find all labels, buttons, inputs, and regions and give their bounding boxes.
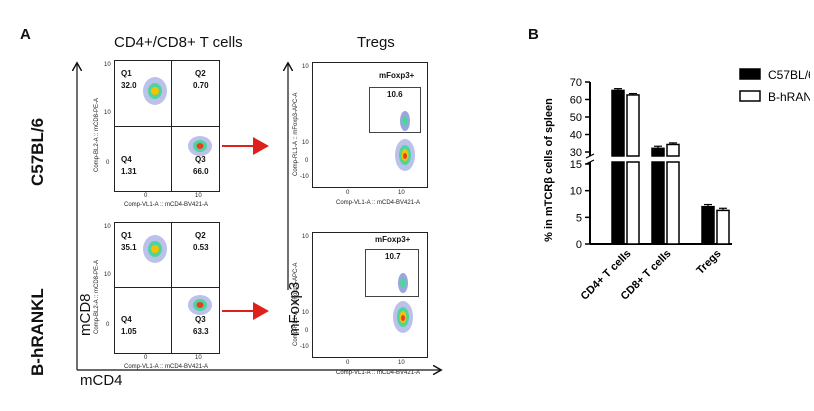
qp1-tick-y6: 10 xyxy=(104,62,111,68)
qp2-tick-y6: 10 xyxy=(104,224,111,230)
q4-value: 1.31 xyxy=(121,167,137,176)
bar-b-hrankl-0-lower xyxy=(626,161,640,245)
y-tick-label: 30 xyxy=(570,147,582,159)
q2-label: Q2 xyxy=(195,69,206,78)
qp1-tick-x0: 0 xyxy=(144,193,148,199)
q2-value: 0.53 xyxy=(193,243,209,252)
treg-plot-2: mFoxp3+ 10.7 xyxy=(312,232,428,358)
treg-plot-1-scatter xyxy=(395,111,415,171)
y-tick-label: 60 xyxy=(570,95,582,107)
qp2-tick-x4: 10 xyxy=(195,355,202,361)
tp1-tick-x0: 0 xyxy=(346,190,350,196)
quad-plot-2: Q1 35.1 Q2 0.53 Q4 1.05 Q3 63.3 xyxy=(114,222,220,354)
treg-plot-2-ylabel: Comp-RL1-A :: mFoxp3-APC-A xyxy=(293,262,299,346)
cd4-population xyxy=(188,136,212,156)
quad-plot-1-ylabel: Comp-BL2-A :: mCD8-PE-A xyxy=(94,97,100,172)
qp1-tick-y0: 0 xyxy=(106,160,110,166)
tp1-tick-x4: 10 xyxy=(398,190,405,196)
tp1-tick-y6: 10 xyxy=(302,64,309,70)
quad-plot-2-ylabel: Comp-BL2-A :: mCD8-PE-A xyxy=(94,259,100,334)
q1-label: Q1 xyxy=(121,69,132,78)
bar-c57bl-6-2 xyxy=(701,205,715,245)
treg-plot-1: mFoxp3+ 10.6 xyxy=(312,62,428,188)
q3-value: 63.3 xyxy=(193,327,209,336)
y-axis-label: % in mTCRβ cells of spleen xyxy=(543,98,555,242)
bar-c57bl-6-0-lower xyxy=(611,161,625,245)
quad-plot-2-scatter xyxy=(143,235,212,315)
tp1-tick-y3: 10 xyxy=(302,140,309,146)
treg-plot-2-scatter xyxy=(393,273,413,333)
treg-gate xyxy=(369,87,421,133)
q3-label: Q3 xyxy=(195,315,206,324)
x-axis-mcd4: mCD4 xyxy=(80,372,123,389)
y-tick-label: 5 xyxy=(576,212,582,224)
qp1-tick-x4: 10 xyxy=(195,193,202,199)
q1-value: 35.1 xyxy=(121,243,137,252)
quad-plot-2-xlabel: Comp-VL1-A :: mCD4-BV421-A xyxy=(124,364,209,370)
bar-c57bl-6-1 xyxy=(651,147,665,157)
tp2-tick-y6: 10 xyxy=(302,234,309,240)
panel-a-letter: A xyxy=(20,26,31,43)
q3-label: Q3 xyxy=(195,155,206,164)
cd8-population xyxy=(143,77,167,105)
q3-value: 66.0 xyxy=(193,167,209,176)
qp2-tick-y0: 0 xyxy=(106,322,110,328)
y-tick-label: 40 xyxy=(570,130,582,142)
panel-b-letter: B xyxy=(528,26,539,43)
q2-label: Q2 xyxy=(195,231,206,240)
legend-swatch xyxy=(739,68,761,80)
y-tick-label: 50 xyxy=(570,112,582,124)
qp2-tick-y4: 10 xyxy=(104,272,111,278)
qp2-tick-x0: 0 xyxy=(144,355,148,361)
q4-value: 1.05 xyxy=(121,327,137,336)
q2-value: 0.70 xyxy=(193,81,209,90)
cd4-population xyxy=(188,295,212,315)
tp2-tick-y0: 0 xyxy=(305,328,309,334)
y-tick-label: 0 xyxy=(576,239,582,251)
y-tick-label: 10 xyxy=(570,186,582,198)
bar-c57bl-6-1-lower xyxy=(651,161,665,245)
treg-plot-1-xlabel: Comp-VL1-A :: mCD4-BV421-A xyxy=(336,200,421,206)
y-tick-label: 70 xyxy=(570,77,582,89)
tp2-tick-yneg: -10 xyxy=(300,344,309,350)
x-tick-label: Tregs xyxy=(694,248,723,277)
tp2-tick-x4: 10 xyxy=(398,360,405,366)
y-axis-mcd8: mCD8 xyxy=(77,293,94,336)
bar-b-hrankl-1 xyxy=(666,143,680,157)
q4-label: Q4 xyxy=(121,315,132,324)
quad-plot-1: Q1 32.0 Q2 0.70 Q4 1.31 Q3 66.0 xyxy=(114,60,220,192)
bar-c57bl-6-0 xyxy=(611,89,625,157)
axis-break-mark xyxy=(585,153,595,159)
bar-b-hrankl-0 xyxy=(626,94,640,157)
big-axes xyxy=(0,0,540,411)
tp2-tick-x0: 0 xyxy=(346,360,350,366)
quad-plot-1-scatter xyxy=(143,77,212,156)
treg-gate-label: mFoxp3+ xyxy=(379,71,415,80)
q4-label: Q4 xyxy=(121,155,132,164)
treg-gate xyxy=(365,249,419,297)
treg-gate-label: mFoxp3+ xyxy=(375,235,411,244)
bar-b-hrankl-1-lower xyxy=(666,161,680,245)
cd8-population xyxy=(143,235,167,263)
treg-plot-2-xlabel: Comp-VL1-A :: mCD4-BV421-A xyxy=(336,370,421,376)
legend-swatch xyxy=(739,90,761,102)
tp1-tick-y0: 0 xyxy=(305,158,309,164)
col2-header: Tregs xyxy=(357,34,395,51)
tp2-tick-y3: 10 xyxy=(302,310,309,316)
bar-b-hrankl-2 xyxy=(716,209,730,245)
bar-chart: 30 40 50 60 70 0 5 10 15 % in mTCRβ cells of sple… xyxy=(543,68,810,303)
quad-plot-1-xlabel: Comp-VL1-A :: mCD4-BV421-A xyxy=(124,202,209,208)
legend-label: C57BL/6 xyxy=(768,68,810,82)
treg-plot-1-ylabel: Comp-RL1-A :: mFoxp3-APC-A xyxy=(293,92,299,176)
col1-header: CD4+/CD8+ T cells xyxy=(114,34,243,51)
qp1-tick-y4: 10 xyxy=(104,110,111,116)
q1-label: Q1 xyxy=(121,231,132,240)
tp1-tick-yneg: -10 xyxy=(300,174,309,180)
legend-label: B-hRANKL xyxy=(768,90,810,104)
treg-gate-value: 10.7 xyxy=(385,252,401,261)
y-tick-label: 15 xyxy=(570,159,582,171)
treg-gate-value: 10.6 xyxy=(387,90,403,99)
q1-value: 32.0 xyxy=(121,81,137,90)
